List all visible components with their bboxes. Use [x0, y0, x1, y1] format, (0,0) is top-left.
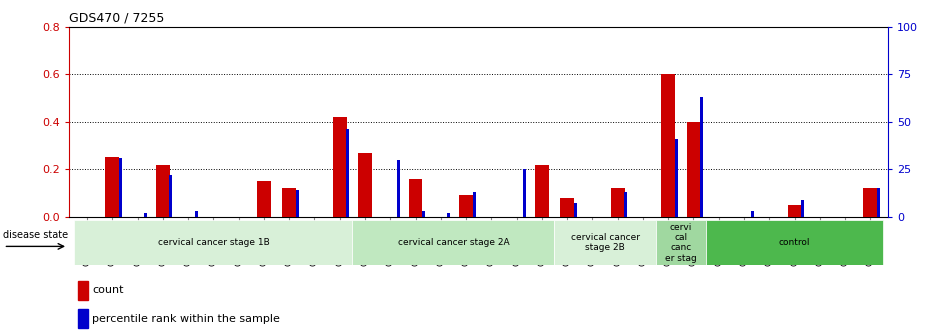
Bar	[610, 188, 624, 217]
Bar	[700, 97, 703, 217]
Bar	[296, 190, 299, 217]
Bar	[706, 220, 883, 265]
Bar	[156, 165, 170, 217]
Text: percentile rank within the sample: percentile rank within the sample	[92, 313, 280, 324]
Bar	[257, 181, 271, 217]
Text: GDS470 / 7255: GDS470 / 7255	[69, 12, 165, 25]
Bar	[787, 205, 801, 217]
Text: control: control	[779, 238, 810, 247]
Text: count: count	[92, 285, 124, 295]
Bar	[656, 220, 706, 265]
Bar	[119, 158, 122, 217]
Bar	[459, 195, 473, 217]
Bar	[358, 153, 372, 217]
Bar	[78, 281, 88, 300]
Bar	[194, 211, 198, 217]
Bar	[78, 309, 88, 328]
Bar	[535, 165, 549, 217]
Bar	[473, 192, 475, 217]
Bar	[750, 211, 754, 217]
Text: cervical cancer
stage 2B: cervical cancer stage 2B	[571, 233, 639, 252]
Bar	[554, 220, 656, 265]
Bar	[674, 139, 678, 217]
Bar	[448, 213, 450, 217]
Bar	[863, 188, 877, 217]
Bar	[397, 160, 400, 217]
Bar	[74, 220, 352, 265]
Bar	[801, 200, 804, 217]
Bar	[422, 211, 426, 217]
Bar	[282, 188, 296, 217]
Bar	[686, 122, 700, 217]
Bar	[333, 117, 347, 217]
Text: cervical cancer stage 2A: cervical cancer stage 2A	[398, 238, 510, 247]
Text: disease state: disease state	[4, 229, 68, 240]
Bar	[624, 192, 627, 217]
Bar	[169, 175, 172, 217]
Bar	[877, 188, 880, 217]
Text: cervical cancer stage 1B: cervical cancer stage 1B	[157, 238, 269, 247]
Bar	[524, 169, 526, 217]
Bar	[561, 198, 574, 217]
Bar	[352, 220, 554, 265]
Bar	[105, 157, 119, 217]
Text: cervi
cal
canc
er stag: cervi cal canc er stag	[665, 223, 697, 263]
Bar	[661, 74, 675, 217]
Bar	[346, 129, 350, 217]
Bar	[144, 213, 147, 217]
Bar	[409, 179, 423, 217]
Bar	[574, 203, 576, 217]
